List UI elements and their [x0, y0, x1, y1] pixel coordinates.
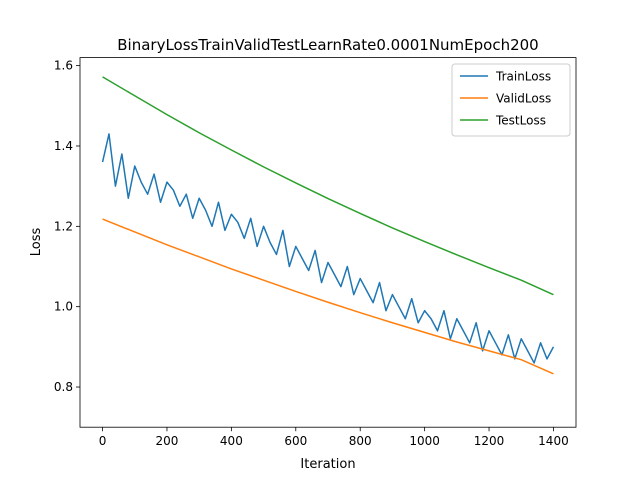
- x-tick-label: 400: [220, 434, 243, 448]
- plot-frame: [79, 57, 577, 428]
- y-tick-label: 1.4: [54, 139, 73, 153]
- y-tick-label: 1.0: [54, 300, 73, 314]
- x-axis-label: Iteration: [300, 457, 355, 472]
- legend-label-testloss: TestLoss: [495, 114, 546, 128]
- x-tick-label: 800: [349, 434, 372, 448]
- legend-label-validloss: ValidLoss: [496, 92, 551, 106]
- x-axis: 0 200 400 600 800 1000 1200 1400: [99, 427, 569, 448]
- y-tick-label: 1.2: [54, 219, 73, 233]
- y-tick-label: 0.8: [54, 380, 73, 394]
- x-tick-label: 0: [99, 434, 107, 448]
- x-tick-label: 1400: [538, 434, 569, 448]
- series-line-validloss: [102, 218, 554, 375]
- series-line-testloss: [102, 76, 554, 296]
- x-tick-label: 1000: [409, 434, 440, 448]
- x-tick-label: 200: [156, 434, 179, 448]
- y-axis-label: Loss: [29, 228, 44, 257]
- series-line-trainloss: [101, 133, 555, 364]
- legend-box: [451, 63, 571, 137]
- x-tick-label: 1200: [474, 434, 505, 448]
- y-axis: 0.8 1.0 1.2 1.4 1.6: [54, 59, 80, 394]
- legend: TrainLoss ValidLoss TestLoss: [451, 63, 571, 137]
- legend-label-trainloss: TrainLoss: [495, 70, 551, 84]
- x-tick-label: 600: [284, 434, 307, 448]
- plot-area: [101, 76, 555, 375]
- y-tick-label: 1.6: [54, 59, 73, 73]
- chart-title: BinaryLossTrainValidTestLearnRate0.0001N…: [117, 36, 538, 54]
